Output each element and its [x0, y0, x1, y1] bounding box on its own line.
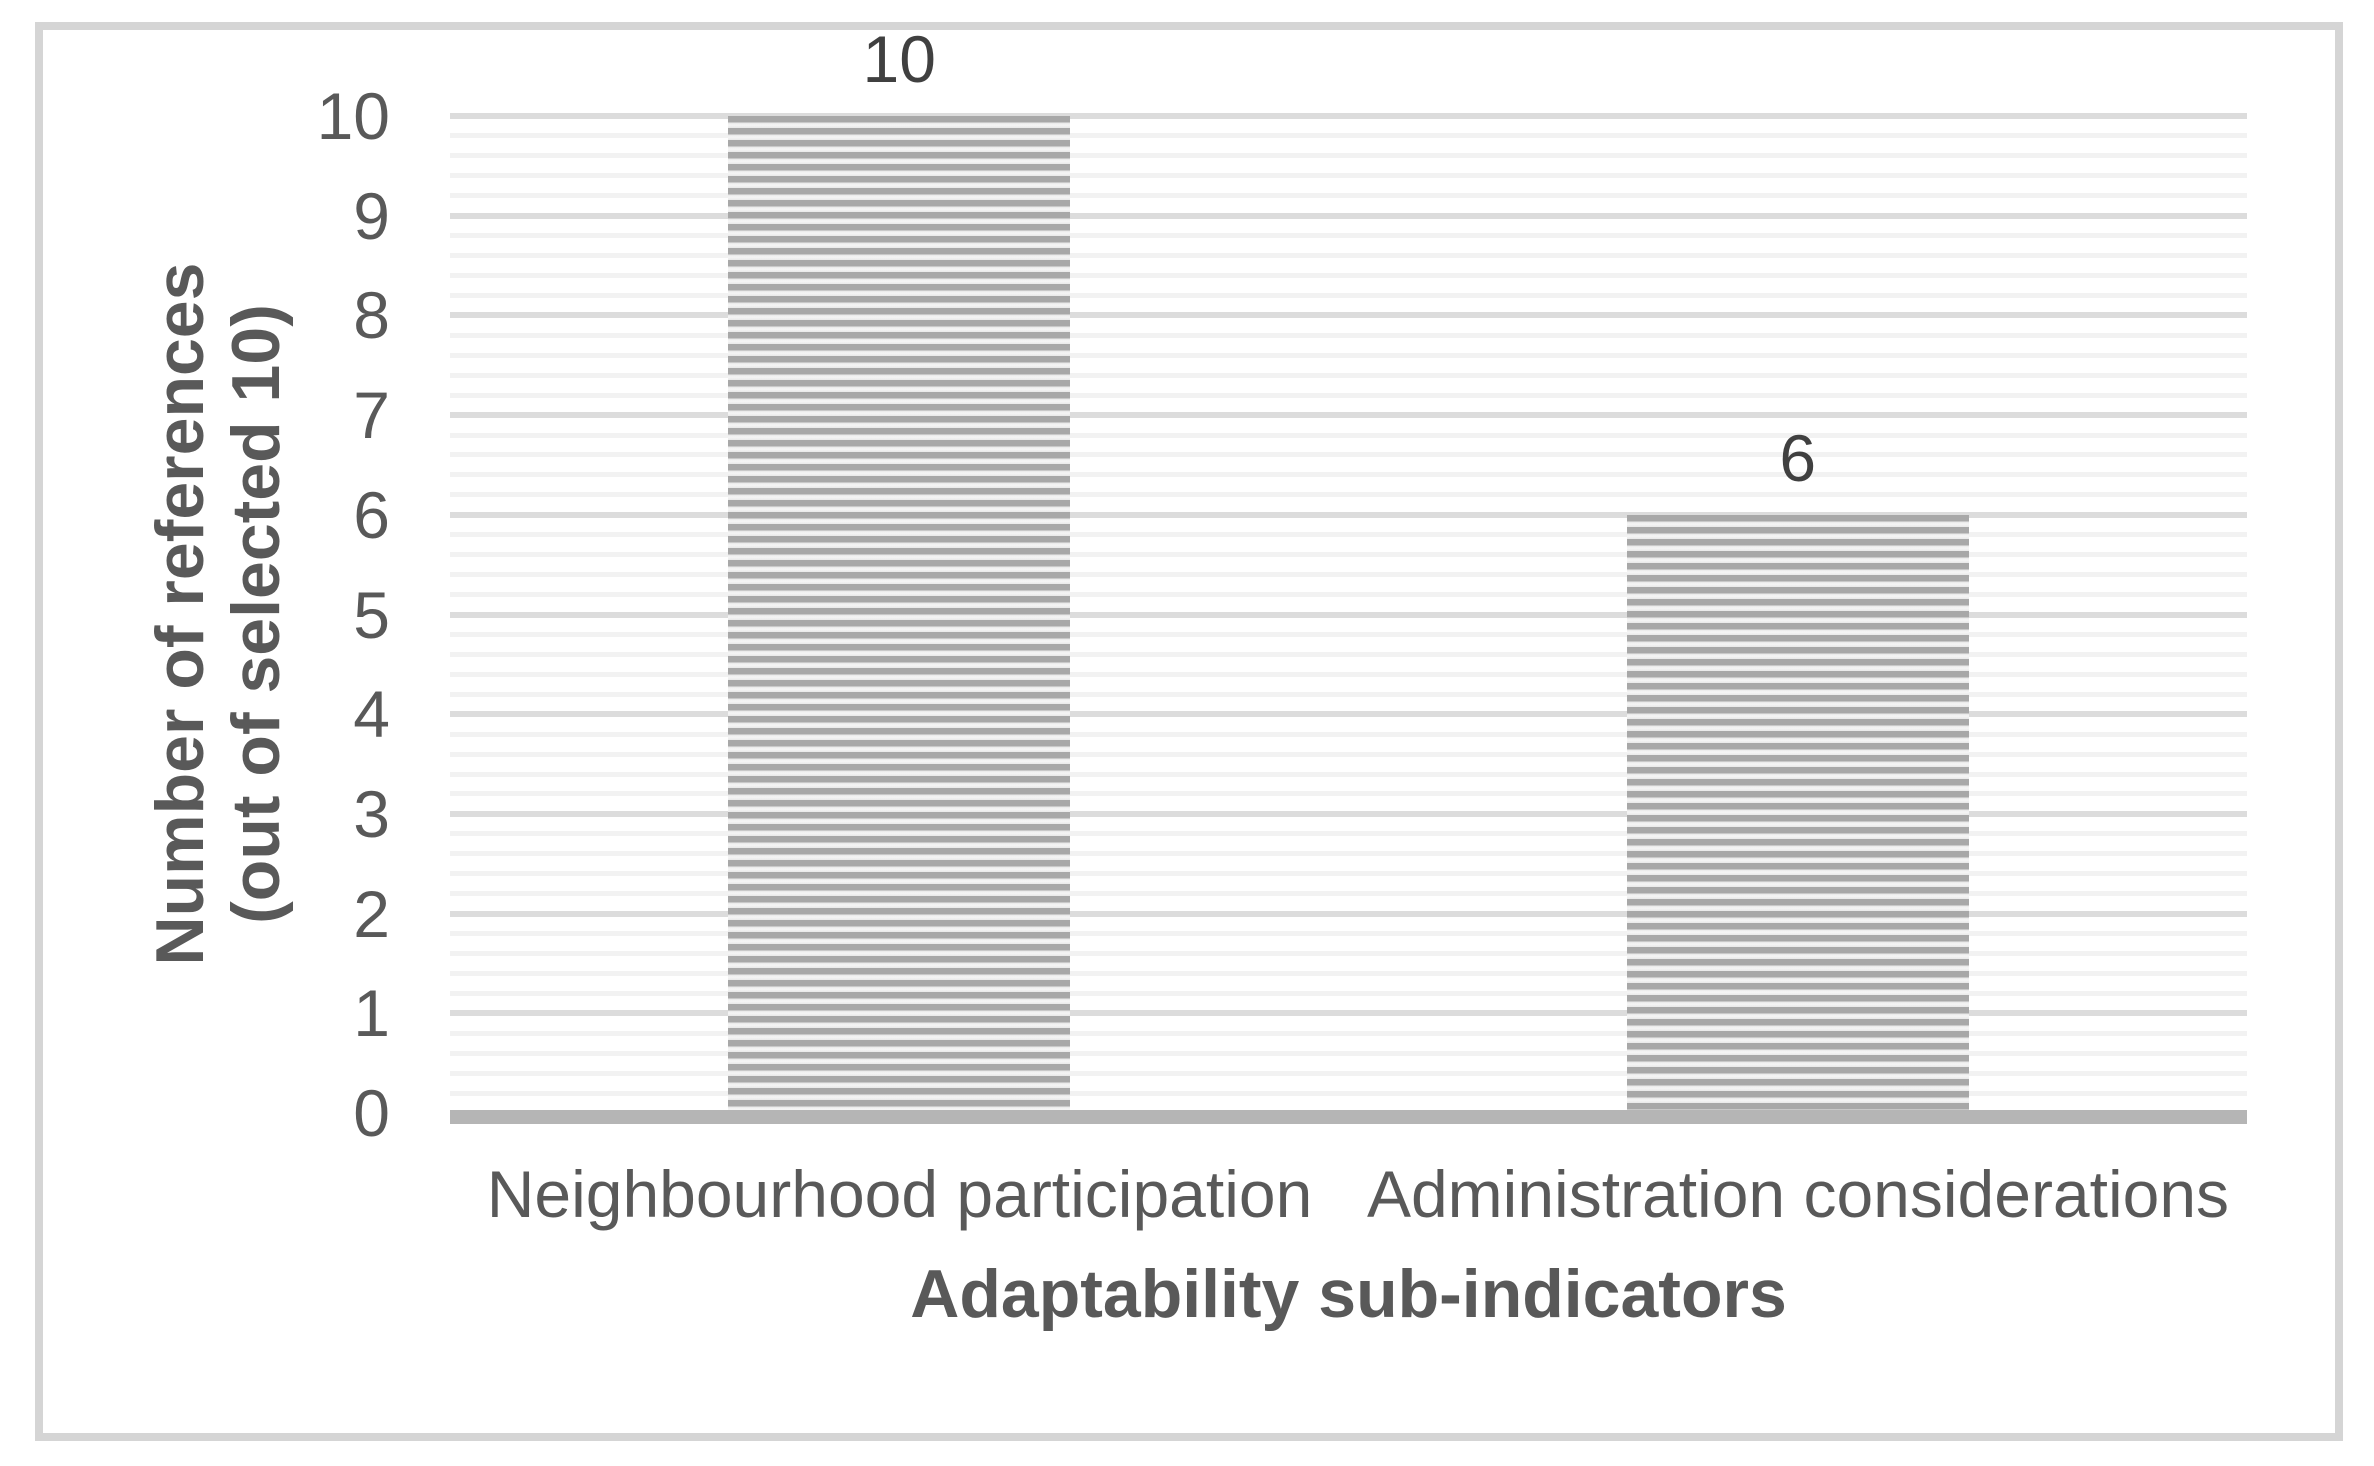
minor-gridline [450, 691, 2247, 697]
minor-gridline [450, 372, 2247, 378]
minor-gridline [450, 572, 2247, 578]
minor-gridline [450, 233, 2247, 239]
y-tick-label-0: 0 [353, 1076, 390, 1150]
minor-gridline [450, 292, 2247, 298]
bar-2 [1626, 514, 1969, 1113]
minor-gridline [450, 671, 2247, 677]
y-tick-label-7: 7 [353, 378, 390, 453]
minor-gridline [450, 452, 2247, 458]
x-axis-title: Adaptability sub-indicators [910, 1256, 1787, 1332]
minor-gridline [450, 1050, 2247, 1056]
y-tick-label-4: 4 [353, 677, 390, 752]
y-tick-label-10: 10 [316, 79, 390, 153]
minor-gridline [450, 552, 2247, 558]
major-gridline [450, 810, 2247, 817]
minor-gridline [450, 791, 2247, 797]
minor-gridline [450, 731, 2247, 737]
y-tick-label-9: 9 [353, 178, 390, 253]
y-tick-label-6: 6 [353, 477, 390, 552]
major-gridline [450, 412, 2247, 419]
y-tick-label-5: 5 [353, 577, 390, 652]
minor-gridline [450, 990, 2247, 996]
minor-gridline [450, 970, 2247, 976]
minor-gridline [450, 950, 2247, 956]
major-gridline [450, 910, 2247, 917]
minor-gridline [450, 651, 2247, 657]
major-gridline [450, 212, 2247, 219]
minor-gridline [450, 1070, 2247, 1076]
minor-gridline [450, 891, 2247, 897]
minor-gridline [450, 472, 2247, 478]
bar-1 [728, 116, 1071, 1113]
minor-gridline [450, 352, 2247, 358]
major-gridline [450, 113, 2247, 119]
minor-gridline [450, 133, 2247, 139]
category-label-1: Neighbourhood participation [486, 1157, 1313, 1231]
y-tick-label-1: 1 [353, 976, 390, 1051]
plot-area [450, 113, 2247, 1113]
data-label-2: 6 [1779, 420, 1817, 495]
minor-gridline [450, 1030, 2247, 1036]
minor-gridline [450, 273, 2247, 279]
minor-gridline [450, 771, 2247, 777]
major-gridline [450, 1010, 2247, 1017]
y-tick-label-8: 8 [353, 278, 390, 353]
category-label-2: Administration considerations [1366, 1157, 2230, 1231]
minor-gridline [450, 592, 2247, 598]
minor-gridline [450, 153, 2247, 159]
minor-gridline [450, 193, 2247, 199]
minor-gridline [450, 751, 2247, 757]
minor-gridline [450, 332, 2247, 338]
minor-gridline [450, 1090, 2247, 1096]
major-gridline [450, 611, 2247, 618]
major-gridline [450, 711, 2247, 718]
minor-gridline [450, 631, 2247, 637]
minor-gridline [450, 931, 2247, 937]
minor-gridline [450, 851, 2247, 857]
minor-gridline [450, 532, 2247, 538]
minor-gridline [450, 871, 2247, 877]
major-gridline [450, 511, 2247, 518]
minor-gridline [450, 173, 2247, 179]
y-tick-label-2: 2 [353, 876, 390, 951]
major-gridline [450, 312, 2247, 319]
minor-gridline [450, 253, 2247, 259]
minor-gridline [450, 492, 2247, 498]
minor-gridline [450, 432, 2247, 438]
x-axis-line [450, 1110, 2247, 1124]
minor-gridline [450, 392, 2247, 398]
minor-gridline [450, 831, 2247, 837]
data-label-1: 10 [862, 22, 936, 96]
y-tick-label-3: 3 [353, 776, 390, 851]
